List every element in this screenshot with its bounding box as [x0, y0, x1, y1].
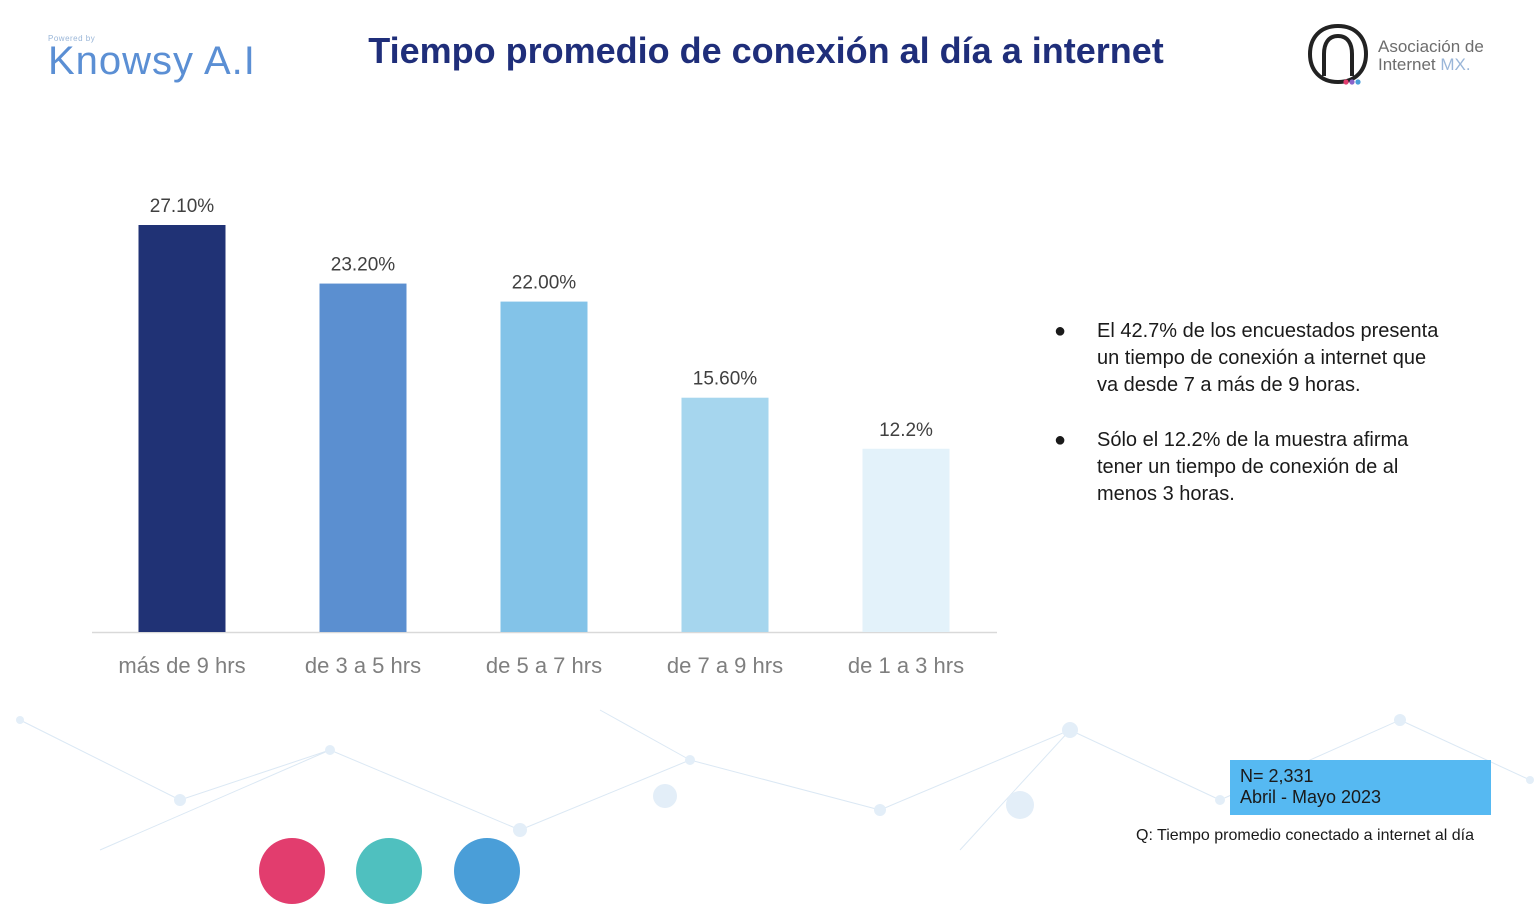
category-label-3: de 7 a 9 hrs — [667, 653, 783, 678]
sample-size: N= 2,331 — [1240, 766, 1314, 786]
insight-text-2: Sólo el 12.2% de la muestra afirma tener… — [1097, 429, 1409, 505]
page-title: Tiempo promedio de conexión al día a int… — [0, 30, 1538, 72]
insight-text-1: El 42.7% de los encuestados presenta un … — [1097, 320, 1439, 396]
footer-circle-teal — [356, 838, 422, 904]
amipci-line1: Asociación de — [1378, 37, 1484, 56]
category-label-4: de 1 a 3 hrs — [848, 653, 964, 678]
powered-by-label: Powered by — [48, 34, 96, 43]
bar-4 — [862, 448, 950, 632]
insight-list: ● El 42.7% de los encuestados presenta un… — [1050, 318, 1450, 536]
knowsy-logo: Powered by Knowsy A.I — [48, 34, 256, 81]
bar-3 — [681, 397, 769, 632]
sample-period: Abril - Mayo 2023 — [1240, 787, 1382, 807]
bar-1 — [319, 283, 407, 632]
amipci-line2: Internet MX. — [1378, 56, 1484, 74]
question-note: Q: Tiempo promedio conectado a internet … — [1136, 827, 1474, 844]
amipci-logo-icon — [1307, 23, 1369, 85]
bar-chart: 27.10% más de 9 hrs 23.20% de 3 a 5 hrs 22.0… — [92, 196, 997, 678]
category-label-0: más de 9 hrs — [118, 653, 245, 678]
category-label-2: de 5 a 7 hrs — [486, 653, 602, 678]
amipci-mx-suffix: MX. — [1440, 55, 1471, 74]
data-label-2: 22.00% — [512, 273, 577, 294]
insight-item: ● El 42.7% de los encuestados presenta un… — [1050, 318, 1450, 399]
category-label-1: de 3 a 5 hrs — [305, 653, 421, 678]
footer-circle-blue — [454, 838, 520, 904]
bar-2 — [500, 301, 588, 632]
data-label-4: 12.2% — [879, 420, 933, 441]
insight-item: ● Sólo el 12.2% de la muestra afirma tene… — [1050, 427, 1450, 508]
sample-size-box: N= 2,331 Abril - Mayo 2023 — [1230, 760, 1491, 815]
knowsy-brand-text: Knowsy A.I — [48, 39, 256, 83]
bar-0 — [138, 225, 226, 632]
bullet-dot-icon: ● — [1054, 429, 1067, 451]
network-background — [16, 709, 1534, 851]
amipci-internet-word: Internet — [1378, 55, 1436, 74]
page-title-text: Tiempo promedio de conexión al día a int… — [368, 30, 1164, 71]
data-label-3: 15.60% — [693, 369, 758, 390]
amipci-logo-text: Asociación de Internet MX. — [1378, 38, 1484, 74]
footer-circle-pink — [259, 838, 325, 904]
data-label-0: 27.10% — [150, 196, 215, 217]
data-label-1: 23.20% — [331, 255, 396, 276]
bullet-dot-icon: ● — [1054, 320, 1067, 342]
